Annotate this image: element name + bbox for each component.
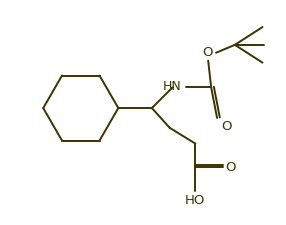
Text: HO: HO [185,194,206,207]
Text: O: O [225,161,235,174]
Text: HN: HN [162,80,181,93]
Text: O: O [221,120,232,133]
Text: O: O [202,46,212,59]
